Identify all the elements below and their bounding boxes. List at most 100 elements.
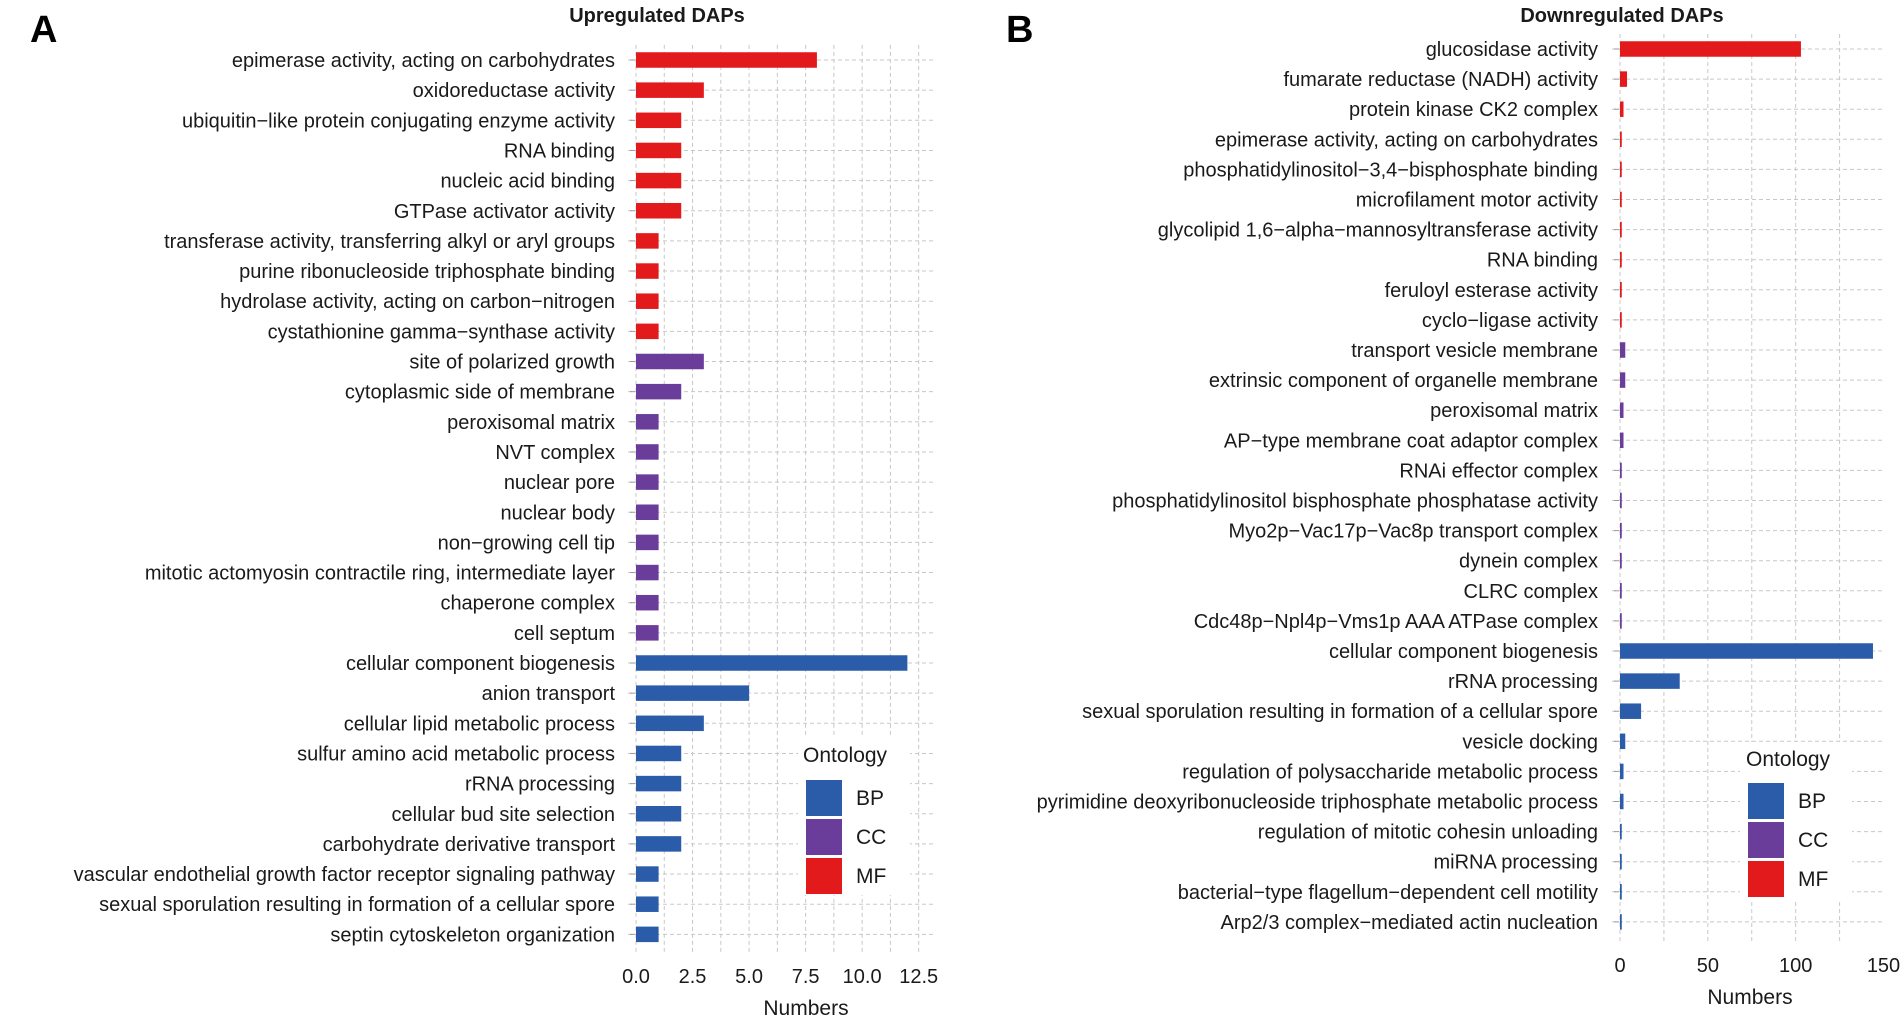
bar-mf <box>636 323 659 340</box>
x-tick-label: 0.0 <box>622 966 650 988</box>
x-tick-label: 150 <box>1867 955 1900 977</box>
bar-bp <box>636 685 750 701</box>
bar-cc <box>1620 583 1622 599</box>
bar-mf <box>1620 312 1622 328</box>
category-label: anion transport <box>482 683 616 705</box>
category-label: rRNA processing <box>465 774 615 796</box>
category-label: septin cytoskeleton organization <box>330 924 615 946</box>
bar-bp <box>636 655 908 671</box>
category-label: fumarate reductase (NADH) activity <box>1283 69 1598 91</box>
category-label: protein kinase CK2 complex <box>1349 99 1598 121</box>
bar-bp <box>636 896 659 912</box>
panel-b-letter: B <box>1006 9 1033 51</box>
category-label: sulfur amino acid metabolic process <box>297 743 615 765</box>
bar-bp <box>636 836 682 852</box>
category-label: epimerase activity, acting on carbohydra… <box>1215 129 1598 151</box>
category-label: dynein complex <box>1459 551 1598 573</box>
bar-mf <box>1620 221 1622 238</box>
category-label: cellular lipid metabolic process <box>344 713 615 735</box>
category-label: GTPase activator activity <box>394 201 615 223</box>
bar-bp <box>1620 793 1624 810</box>
bar-mf <box>1620 191 1622 208</box>
legend-swatch-cc <box>1748 822 1784 858</box>
category-label: Arp2/3 complex−mediated actin nucleation <box>1221 912 1598 934</box>
bar-mf <box>636 142 682 159</box>
bar-mf <box>1620 251 1622 268</box>
bar-mf <box>636 172 682 189</box>
x-axis-title: Numbers <box>1707 986 1792 1009</box>
category-label: RNAi effector complex <box>1399 460 1598 482</box>
bar-mf <box>1620 101 1624 117</box>
category-label: site of polarized growth <box>409 352 615 374</box>
category-label: nuclear body <box>500 502 615 524</box>
bar-cc <box>636 594 659 611</box>
legend-title: Ontology <box>1746 748 1831 771</box>
bar-cc <box>636 383 682 400</box>
category-label: bacterial−type flagellum−dependent cell … <box>1178 882 1598 904</box>
category-label: regulation of mitotic cohesin unloading <box>1258 822 1598 844</box>
x-tick-label: 0 <box>1614 955 1625 977</box>
panel-a-letter: A <box>30 9 57 51</box>
bar-bp <box>636 806 682 822</box>
category-label: nucleic acid binding <box>440 171 615 193</box>
panel-a-legend: Ontology BP CC MF <box>798 738 910 895</box>
bar-bp <box>636 866 659 882</box>
category-label: microfilament motor activity <box>1356 190 1598 212</box>
category-label: vesicle docking <box>1462 731 1598 753</box>
bar-mf <box>636 293 659 309</box>
bar-cc <box>636 444 659 460</box>
legend-label-mf: MF <box>1798 868 1828 891</box>
bar-bp <box>636 926 659 943</box>
bar-bp <box>636 745 682 762</box>
bar-mf <box>1620 41 1801 57</box>
bar-cc <box>1620 342 1626 358</box>
x-tick-label: 100 <box>1779 955 1812 977</box>
category-label: purine ribonucleoside triphosphate bindi… <box>239 261 615 283</box>
bar-cc <box>636 504 659 520</box>
bar-mf <box>1620 282 1622 298</box>
category-label: glycolipid 1,6−alpha−mannosyltransferase… <box>1158 220 1598 242</box>
bar-cc <box>1620 613 1622 629</box>
bar-bp <box>1620 914 1622 930</box>
panel-a-title: Upregulated DAPs <box>569 5 745 27</box>
bar-cc <box>1620 432 1624 449</box>
category-label: ubiquitin−like protein conjugating enzym… <box>182 110 615 132</box>
category-label: cellular component biogenesis <box>346 653 615 675</box>
bar-bp <box>1620 643 1873 659</box>
category-label: glucosidase activity <box>1426 39 1598 61</box>
legend-label-cc: CC <box>856 826 886 849</box>
category-label: carbohydrate derivative transport <box>323 834 616 856</box>
bar-cc <box>636 625 659 641</box>
bar-cc <box>1620 372 1626 388</box>
category-label: Cdc48p−Npl4p−Vms1p AAA ATPase complex <box>1194 611 1598 633</box>
bar-bp <box>1620 853 1622 870</box>
bar-mf <box>1620 131 1622 148</box>
bar-bp <box>1620 823 1622 840</box>
panel-b-legend: Ontology BP CC MF <box>1740 742 1852 899</box>
panel-b-downregulated-chart: B Downregulated DAPs glucosidase activity f… <box>1006 5 1900 1009</box>
x-tick-label: 5.0 <box>735 966 763 988</box>
x-tick-label: 2.5 <box>679 966 707 988</box>
category-label: transport vesicle membrane <box>1351 340 1598 362</box>
category-label: RNA binding <box>1487 250 1598 272</box>
bar-bp <box>1620 673 1680 689</box>
category-label: AP−type membrane coat adaptor complex <box>1224 430 1598 452</box>
bar-cc <box>636 414 659 430</box>
category-label: cellular bud site selection <box>392 804 615 826</box>
category-label: cystathionine gamma−synthase activity <box>268 321 615 343</box>
category-label: CLRC complex <box>1464 581 1598 603</box>
category-label: NVT complex <box>495 442 615 464</box>
category-label: cell septum <box>514 623 615 645</box>
bar-bp <box>636 715 704 732</box>
category-label: nuclear pore <box>504 472 615 494</box>
bar-cc <box>636 474 659 490</box>
category-label: phosphatidylinositol−3,4−bisphosphate bi… <box>1183 159 1598 181</box>
category-label: cellular component biogenesis <box>1329 641 1598 663</box>
bar-bp <box>1620 733 1626 750</box>
bar-mf <box>636 52 817 68</box>
bar-mf <box>1620 71 1628 87</box>
x-tick-label: 10.0 <box>843 966 882 988</box>
category-label: RNA binding <box>504 140 615 162</box>
bar-cc <box>1620 462 1622 479</box>
